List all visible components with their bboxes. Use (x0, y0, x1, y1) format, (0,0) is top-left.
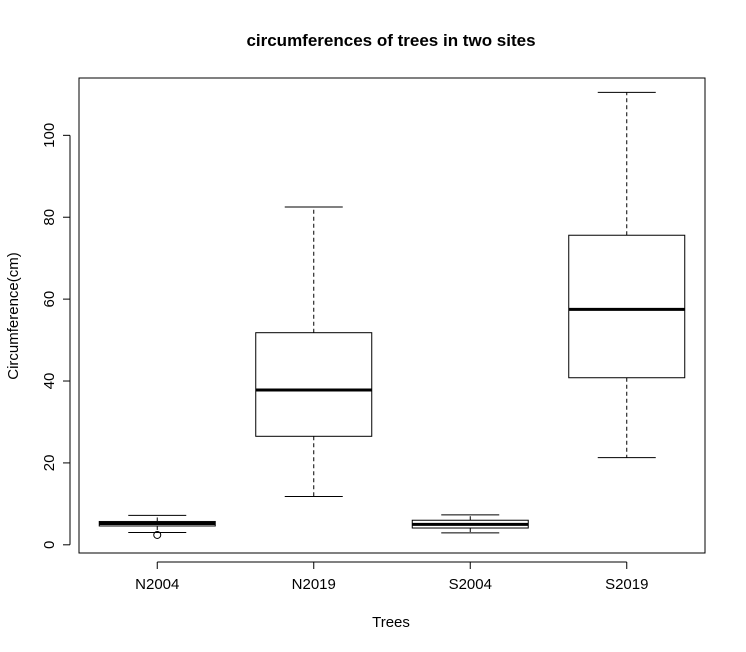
plot-frame (78, 77, 706, 554)
x-tick-label-N2019: N2019 (292, 576, 336, 593)
box-N2019 (255, 206, 373, 497)
y-axis: 0 20 40 60 80 100 (41, 123, 71, 549)
x-axis-label: Trees (372, 614, 410, 631)
y-axis-label: Circumference(cm) (5, 252, 22, 380)
box-S2019 (568, 91, 686, 459)
x-tick-label-N2004: N2004 (135, 576, 179, 593)
y-tick-label-40: 40 (41, 373, 58, 390)
iqr-box-S2019 (568, 234, 686, 379)
y-tick-label-0: 0 (41, 541, 58, 549)
iqr-box-N2019 (255, 332, 373, 437)
y-tick-label-20: 20 (41, 455, 58, 472)
y-tick-label-80: 80 (41, 209, 58, 226)
x-tick-label-S2004: S2004 (449, 576, 492, 593)
y-tick-label-100: 100 (41, 123, 58, 148)
box-N2004 (98, 514, 216, 539)
chart-title: circumferences of trees in two sites (246, 31, 535, 50)
x-axis: N2004 N2019 S2004 S2019 (135, 561, 648, 593)
outlier-N2004-0 (153, 530, 162, 539)
boxes-group (98, 91, 686, 539)
x-tick-label-S2019: S2019 (605, 576, 648, 593)
y-tick-label-60: 60 (41, 291, 58, 308)
box-S2004 (411, 514, 529, 534)
